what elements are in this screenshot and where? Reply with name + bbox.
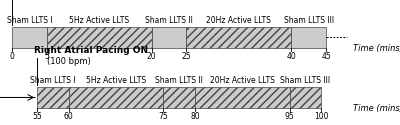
Bar bbox=[186, 27, 291, 48]
Text: Right Atrial Pacing ON: Right Atrial Pacing ON bbox=[34, 46, 148, 55]
Text: 5Hz Active LLTS: 5Hz Active LLTS bbox=[86, 76, 146, 85]
Bar bbox=[69, 87, 163, 108]
Text: 20: 20 bbox=[147, 52, 156, 61]
Bar bbox=[163, 87, 195, 108]
Text: 45: 45 bbox=[321, 52, 331, 61]
Text: 100: 100 bbox=[314, 112, 328, 121]
Text: Sham LLTS II: Sham LLTS II bbox=[155, 76, 203, 85]
Bar bbox=[291, 27, 326, 48]
Text: Sham LLTS III: Sham LLTS III bbox=[284, 16, 334, 25]
Text: 40: 40 bbox=[286, 52, 296, 61]
Text: 75: 75 bbox=[158, 112, 168, 121]
Text: 80: 80 bbox=[190, 112, 200, 121]
Text: 55: 55 bbox=[32, 112, 42, 121]
Text: 25: 25 bbox=[182, 52, 191, 61]
Text: Sham LLTS I: Sham LLTS I bbox=[7, 16, 52, 25]
Text: Sham LLTS I: Sham LLTS I bbox=[30, 76, 76, 85]
Bar bbox=[37, 87, 69, 108]
Text: 5: 5 bbox=[44, 52, 49, 61]
Text: Sham LLTS III: Sham LLTS III bbox=[280, 76, 330, 85]
Bar bbox=[195, 87, 290, 108]
Text: 95: 95 bbox=[285, 112, 294, 121]
Text: (100 bpm): (100 bpm) bbox=[47, 57, 91, 66]
Text: 5Hz Active LLTS: 5Hz Active LLTS bbox=[69, 16, 129, 25]
Text: Sham LLTS II: Sham LLTS II bbox=[145, 16, 193, 25]
Bar bbox=[290, 87, 321, 108]
Text: Time (mins): Time (mins) bbox=[353, 44, 400, 54]
Text: 0: 0 bbox=[10, 52, 14, 61]
Text: 60: 60 bbox=[64, 112, 74, 121]
Bar bbox=[12, 27, 47, 48]
Text: 20Hz Active LLTS: 20Hz Active LLTS bbox=[210, 76, 275, 85]
Text: Time (mins): Time (mins) bbox=[353, 104, 400, 114]
Bar bbox=[152, 27, 186, 48]
Bar bbox=[47, 27, 152, 48]
Text: 20Hz Active LLTS: 20Hz Active LLTS bbox=[206, 16, 271, 25]
